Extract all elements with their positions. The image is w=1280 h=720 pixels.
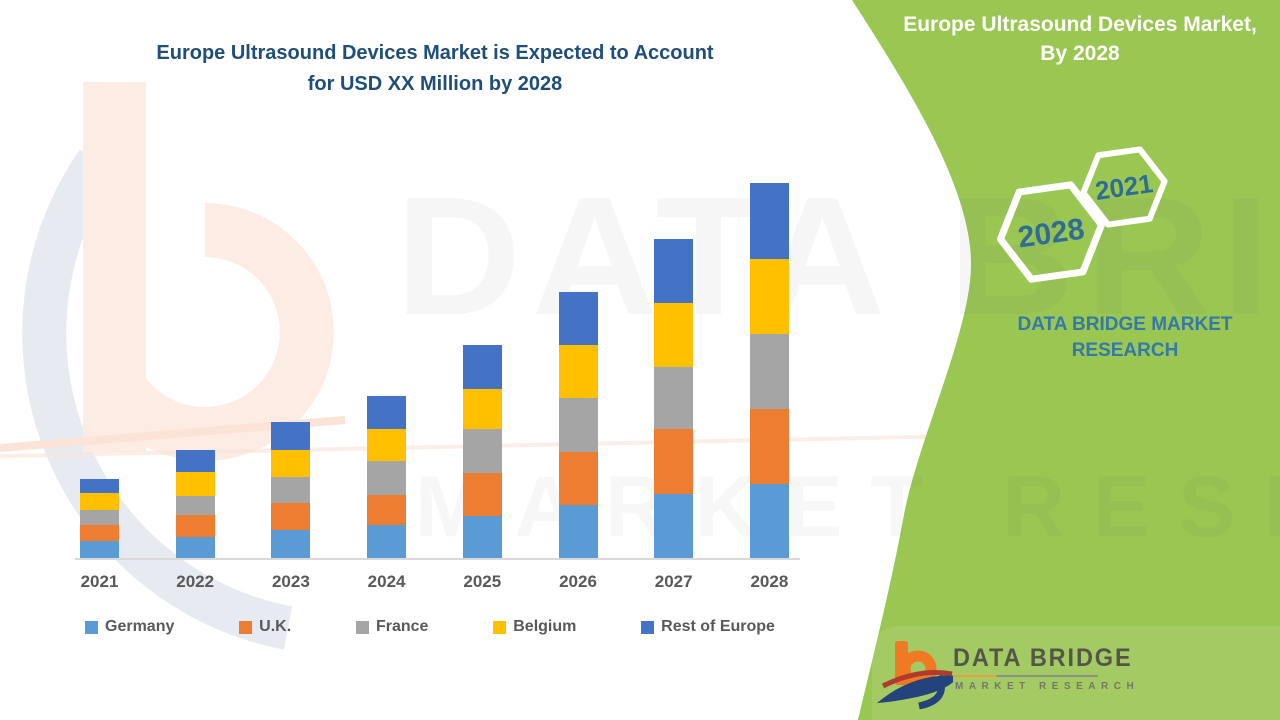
x-axis-label-2026: 2026 (559, 572, 597, 591)
hexagon-2021-year: 2021 (1093, 168, 1154, 206)
bar-segment-france-2026 (558, 398, 598, 452)
bar-segment-belgium-2021 (80, 493, 119, 510)
bar-segment-rest-of-europe-2023 (271, 422, 311, 450)
bar-segment-u-k--2021 (80, 525, 119, 541)
bar-segment-belgium-2026 (558, 345, 598, 398)
side-panel-heading-line1: Europe Ultrasound Devices Market, (903, 13, 1257, 36)
legend-item-rest-of-europe: Rest of Europe (641, 618, 775, 636)
legend-swatch-icon (641, 620, 655, 634)
bar-segment-u-k--2023 (271, 503, 311, 530)
x-axis-line (75, 558, 800, 560)
hexagon-2021-outline (1080, 146, 1168, 228)
hexagon-2028: 2028 (996, 181, 1106, 283)
year-hexagons: 2028 2021 (996, 146, 1168, 283)
legend-label: France (375, 618, 429, 635)
bar-segment-rest-of-europe-2021 (80, 479, 119, 493)
x-axis-label-2024: 2024 (367, 572, 406, 591)
legend-item-france: France (355, 618, 429, 636)
bar-segment-rest-of-europe-2025 (462, 345, 502, 389)
bar-segment-u-k--2022 (175, 515, 215, 537)
bar-segment-belgium-2024 (367, 429, 407, 461)
brand-text-on-green: DATA BRIDGE MARKET RESEARCH (1000, 312, 1250, 364)
logo-tagline: MARKET RESEARCH (955, 681, 1140, 692)
company-logo: DATA BRIDGE MARKET RESEARCH (875, 632, 1265, 712)
bar-segment-france-2022 (175, 496, 215, 515)
legend-label: Germany (105, 618, 175, 635)
x-axis-label-2021: 2021 (80, 572, 119, 591)
legend-label: Belgium (513, 618, 577, 635)
legend-item-belgium: Belgium (493, 618, 576, 636)
bar-segment-germany-2028 (749, 484, 789, 558)
bar-segment-france-2025 (462, 429, 502, 473)
plot-area: 2021 2022 2023 2024 2025 2026 2027 2028 (75, 140, 805, 591)
bar-segment-france-2023 (271, 477, 311, 503)
bar-segment-u-k--2026 (558, 452, 598, 505)
bar-segment-germany-2021 (80, 541, 119, 558)
legend-item-u-k-: U.K. (239, 618, 291, 636)
chart-title: Europe Ultrasound Devices Market is Expe… (85, 38, 785, 100)
bar-segment-u-k--2024 (367, 495, 407, 525)
brand-text-line1: DATA BRIDGE MARKET (1017, 314, 1233, 335)
bar-segment-germany-2022 (175, 537, 215, 558)
hexagon-2028-outline (996, 181, 1106, 283)
side-panel-heading-line2: By 2028 (1040, 42, 1120, 65)
bar-segment-france-2027 (654, 367, 694, 429)
bar-segment-germany-2027 (654, 494, 694, 558)
bar-segment-france-2028 (749, 334, 789, 409)
bar-segment-germany-2026 (558, 505, 598, 558)
x-axis-label-2025: 2025 (463, 572, 502, 591)
x-axis-label-2027: 2027 (654, 572, 693, 591)
bar-segment-germany-2023 (271, 530, 311, 558)
x-axis-label-2028: 2028 (750, 572, 789, 591)
bar-segment-rest-of-europe-2028 (749, 183, 789, 259)
bar-segment-u-k--2025 (462, 473, 502, 516)
side-panel-heading: Europe Ultrasound Devices Market, By 202… (888, 10, 1272, 68)
bar-segment-u-k--2028 (749, 409, 789, 484)
bar-segment-belgium-2028 (749, 259, 789, 334)
legend-label: Rest of Europe (661, 618, 775, 635)
green-panel-shape (852, 0, 1280, 720)
legend-item-germany: Germany (85, 618, 174, 636)
brand-text-line2: RESEARCH (1071, 340, 1179, 361)
legend-swatch-icon (355, 620, 369, 634)
bar-segment-rest-of-europe-2024 (367, 396, 407, 429)
bar-segment-u-k--2027 (654, 429, 694, 494)
bar-segment-belgium-2023 (271, 450, 311, 477)
legend-swatch-icon (493, 620, 507, 634)
chart-title-line2: for USD XX Million by 2028 (307, 73, 563, 95)
data-bridge-logo-icon (877, 641, 953, 710)
bar-segment-germany-2024 (367, 525, 407, 558)
background-watermark-shapes (0, 82, 346, 650)
chart-legend: Germany U.K. France Belgium Rest of Europe (85, 618, 775, 636)
bar-segment-belgium-2027 (654, 303, 694, 367)
watermark-b-bowl (83, 203, 334, 461)
x-axis-label-2022: 2022 (176, 572, 215, 591)
logo-wordmark: DATA BRIDGE (953, 644, 1133, 672)
logo-underline (953, 675, 1098, 677)
chart-title-line1: Europe Ultrasound Devices Market is Expe… (156, 42, 714, 64)
bar-segment-rest-of-europe-2026 (558, 292, 598, 345)
legend-swatch-icon (239, 620, 253, 634)
bar-segment-belgium-2022 (175, 472, 215, 496)
bar-segment-germany-2025 (462, 516, 502, 558)
legend-swatch-icon (85, 620, 98, 634)
bar-segment-rest-of-europe-2027 (654, 239, 694, 303)
hexagon-2028-year: 2028 (1016, 213, 1087, 255)
bar-segment-belgium-2025 (462, 389, 502, 429)
legend-label: U.K. (259, 618, 292, 635)
x-axis-label-2023: 2023 (271, 572, 310, 591)
bar-segment-france-2024 (367, 461, 407, 495)
bar-segment-rest-of-europe-2022 (175, 450, 215, 472)
hexagon-2021: 2021 (1080, 146, 1168, 228)
bar-segment-france-2021 (80, 510, 119, 525)
